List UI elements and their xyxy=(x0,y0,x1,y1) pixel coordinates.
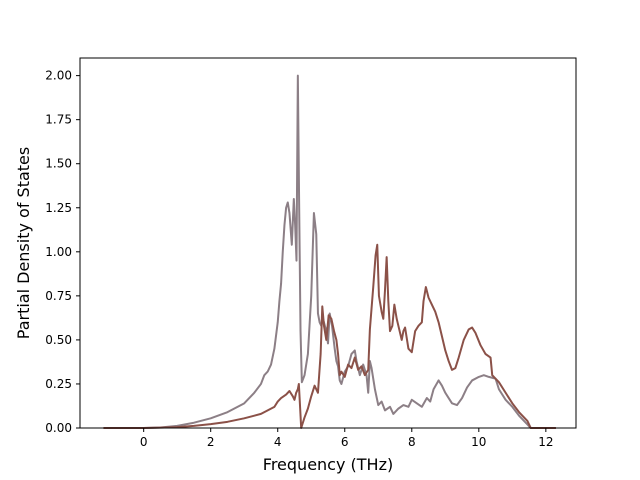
x-tick-label: 2 xyxy=(207,435,215,449)
y-tick-label: 1.75 xyxy=(45,113,72,127)
y-tick-label: 0.25 xyxy=(45,377,72,391)
x-axis-label: Frequency (THz) xyxy=(263,455,393,474)
x-tick-label: 12 xyxy=(538,435,553,449)
y-tick-label: 0.00 xyxy=(45,421,72,435)
x-tick-label: 10 xyxy=(471,435,486,449)
y-tick-label: 1.50 xyxy=(45,157,72,171)
y-tick-label: 1.00 xyxy=(45,245,72,259)
y-axis-ticks: 0.00 0.25 0.50 0.75 1.00 1.25 1.50 1.75 2.00 xyxy=(45,69,80,435)
x-tick-label: 4 xyxy=(274,435,282,449)
x-tick-label: 6 xyxy=(341,435,349,449)
series-line-2 xyxy=(103,243,556,429)
y-tick-label: 2.00 xyxy=(45,69,72,83)
x-axis-ticks: 0 2 4 6 8 10 12 xyxy=(140,428,553,449)
series-layer xyxy=(103,74,556,429)
y-tick-label: 1.25 xyxy=(45,201,72,215)
y-axis-label: Partial Density of States xyxy=(14,147,33,339)
x-tick-label: 0 xyxy=(140,435,148,449)
y-tick-label: 0.50 xyxy=(45,333,72,347)
y-tick-label: 0.75 xyxy=(45,289,72,303)
plot-frame xyxy=(79,57,577,429)
series-line-1 xyxy=(103,74,556,429)
x-tick-label: 8 xyxy=(408,435,416,449)
